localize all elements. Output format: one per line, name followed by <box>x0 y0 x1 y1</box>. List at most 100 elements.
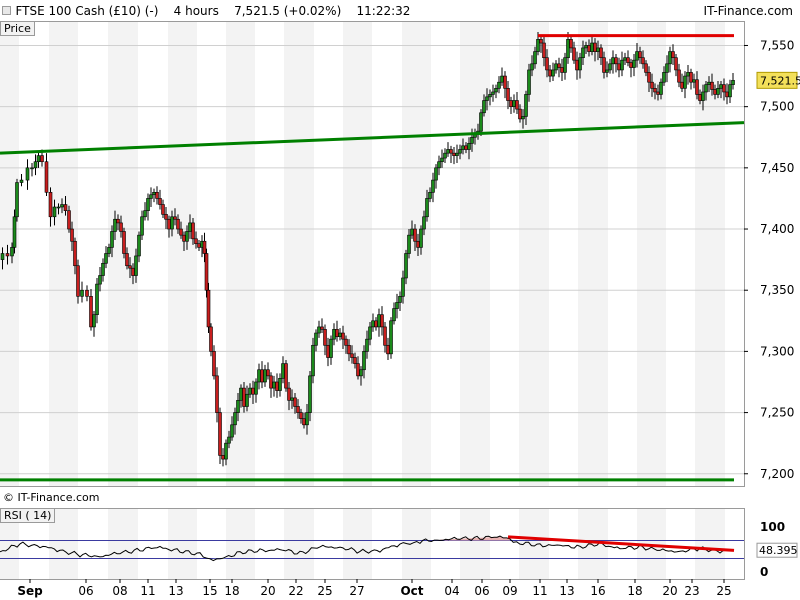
x-tick-label: 13 <box>168 584 183 598</box>
price-tick-label: 7,500 <box>760 100 794 114</box>
candle-down <box>335 329 339 338</box>
candle-down <box>221 455 225 460</box>
candle-up <box>590 42 594 52</box>
candle-up <box>137 234 141 257</box>
candle-down <box>560 67 564 73</box>
candle-down <box>710 81 714 90</box>
candle-down <box>40 155 44 163</box>
candle-up <box>458 149 462 154</box>
candle-up <box>596 47 600 52</box>
candle-up <box>620 59 624 71</box>
candle-up <box>524 94 528 117</box>
candle-up <box>278 378 282 391</box>
candle-up <box>665 63 669 73</box>
candle-down <box>242 387 246 407</box>
candle-down <box>413 228 417 242</box>
candle-up <box>80 289 84 297</box>
candle-down <box>158 198 162 205</box>
candle-up <box>731 80 735 85</box>
candle-down <box>260 369 264 383</box>
candle-up <box>554 63 558 71</box>
x-tick-label: 04 <box>444 584 459 598</box>
candle-down <box>182 234 186 242</box>
candle-down <box>653 88 657 93</box>
timeframe: 4 hours <box>173 4 219 18</box>
candle-up <box>33 161 38 169</box>
price-tick-label: 7,450 <box>760 161 794 175</box>
candle-up <box>10 247 14 257</box>
x-tick-label: 15 <box>202 584 217 598</box>
candle-up <box>494 88 498 93</box>
candle-up <box>566 39 570 59</box>
candle-down <box>218 412 222 456</box>
candle-up <box>659 81 663 95</box>
candle-up <box>467 143 471 150</box>
candle-down <box>356 363 360 377</box>
candle-down <box>386 344 390 355</box>
candle-down <box>119 222 123 232</box>
candle-up <box>185 231 189 242</box>
candle-down <box>161 204 165 215</box>
candle-up <box>188 222 192 232</box>
candle-down <box>155 192 159 199</box>
candle-down <box>202 240 207 254</box>
candle-up <box>482 100 486 114</box>
x-tick-label: Sep <box>17 584 43 598</box>
candle-up <box>479 112 483 132</box>
candle-down <box>116 218 120 224</box>
candle-down <box>197 243 201 248</box>
x-tick-label: 11 <box>140 584 155 598</box>
candle-down <box>503 75 507 89</box>
chart-header: FTSE 100 Cash (£10) (-) 4 hours 7,521.5 … <box>0 0 800 21</box>
x-tick-label: 18 <box>224 584 239 598</box>
x-tick-label: 22 <box>288 584 303 598</box>
candle-down <box>374 320 378 328</box>
candle-down <box>509 100 513 107</box>
candle-up <box>500 75 504 83</box>
candle-down <box>287 387 291 401</box>
candle-down <box>641 57 645 65</box>
candle-down <box>299 412 303 419</box>
day-band <box>519 22 549 486</box>
candle-up <box>431 179 435 193</box>
day-band <box>695 509 725 579</box>
candle-up <box>239 387 243 401</box>
candle-down <box>587 45 591 52</box>
candle-up <box>461 145 465 150</box>
candle-down <box>575 59 579 71</box>
candle-up <box>332 329 336 340</box>
close-icon[interactable] <box>2 6 11 15</box>
candle-up <box>530 63 534 71</box>
day-band <box>108 22 138 486</box>
candle-up <box>662 72 666 83</box>
candle-up <box>668 51 672 65</box>
candle-up <box>25 167 30 181</box>
candle-up <box>362 351 366 371</box>
candle-up <box>425 198 429 218</box>
candle-up <box>446 149 450 154</box>
candle-up <box>365 338 369 352</box>
day-band <box>637 22 666 486</box>
candle-up <box>683 75 687 89</box>
rsi-tick-label: 0 <box>760 565 768 579</box>
candle-up <box>60 204 64 208</box>
candle-down <box>206 289 211 328</box>
candle-up <box>98 275 102 285</box>
rsi-trendline <box>507 535 735 552</box>
candle-down <box>164 214 168 220</box>
candle-up <box>104 253 108 264</box>
candle-up <box>692 79 696 83</box>
candle-up <box>635 51 639 61</box>
candle-down <box>506 88 510 101</box>
candle-up <box>395 302 399 309</box>
candle-down <box>76 265 80 297</box>
candle-down <box>695 79 699 95</box>
candle-down <box>725 91 729 98</box>
candle-up <box>440 157 444 163</box>
candle-up <box>434 167 438 181</box>
x-tick-label: 25 <box>716 584 731 598</box>
candle-up <box>272 381 276 389</box>
candle-up <box>704 84 708 93</box>
candle-up <box>707 81 711 85</box>
